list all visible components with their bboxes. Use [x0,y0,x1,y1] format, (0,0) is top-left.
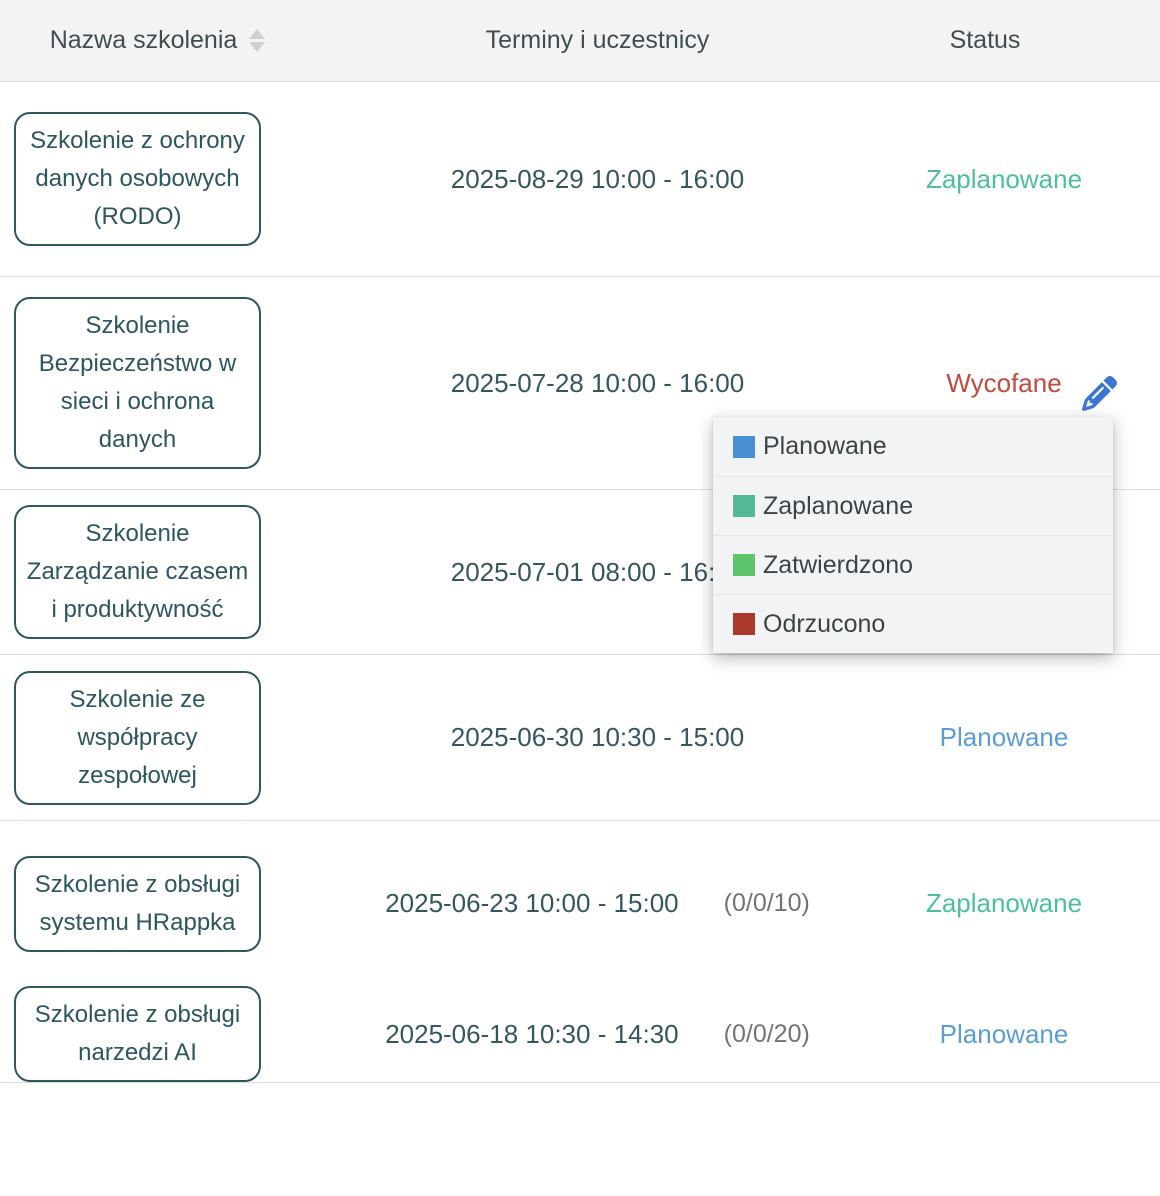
status-color-swatch [733,613,755,635]
pencil-icon [1082,375,1117,411]
status-cell: Planowane [880,722,1160,753]
term-text: 2025-06-23 10:00 - 15:00 [385,888,679,918]
dropdown-item-zaplanowane[interactable]: Zaplanowane [713,476,1113,535]
dropdown-item-planowane[interactable]: Planowane [713,417,1113,476]
training-name-button[interactable]: Szkolenie z obsługi systemu HRappka [14,855,261,952]
term-cell: 2025-06-18 10:30 - 14:30 (0/0/20) [315,1019,880,1050]
trainings-table: Nazwa szkolenia Terminy i uczestnicy Sta… [0,0,1160,1083]
dropdown-item-odrzucono[interactable]: Odrzucono [713,594,1113,653]
training-name-cell: Szkolenie z obsługi narzedzi AI [0,986,315,1082]
status-color-swatch [733,554,755,576]
term-text: 2025-08-29 10:00 - 16:00 [450,163,745,194]
training-name-cell: Szkolenie ze współpracy zespołowej [0,670,315,805]
participants-count: (0/0/10) [723,889,810,917]
edit-status-icon[interactable] [1082,375,1117,411]
term-cell: 2025-07-01 08:00 - 16:00 [315,557,880,588]
column-header-name-label: Nazwa szkolenia [49,26,238,54]
training-name-button[interactable]: Szkolenie z obsługi narzedzi AI [14,986,261,1082]
participants-count: (0/0/20) [723,1019,810,1048]
column-header-status: Status [880,26,1160,55]
sort-asc-icon [249,29,266,39]
status-color-swatch [733,495,755,517]
training-name-button[interactable]: Szkolenie ze współpracy zespołowej [14,670,261,805]
column-header-terms-label: Terminy i uczestnicy [485,26,710,54]
sort-desc-icon [249,42,266,52]
term-cell: 2025-07-28 10:00 - 16:00 [315,368,880,399]
dropdown-item-label: Zaplanowane [763,491,914,520]
status-label[interactable]: Planowane [939,722,1069,752]
training-name-cell: Szkolenie z ochrony danych osobowych (RO… [0,112,315,246]
term-text: 2025-06-30 10:30 - 15:00 [450,722,745,752]
term-text: 2025-07-28 10:00 - 16:00 [450,367,745,398]
table-header: Nazwa szkolenia Terminy i uczestnicy Sta… [0,0,1160,82]
training-name-cell: Szkolenie Bezpieczeństwo w sieci i ochro… [0,297,315,469]
status-cell: Wycofane [880,368,1160,399]
training-name-cell: Szkolenie z obsługi systemu HRappka [0,855,315,952]
status-cell: Planowane [880,1019,1160,1050]
status-cell: Zaplanowane [880,164,1160,195]
dropdown-item-label: Planowane [763,432,887,460]
sort-icon[interactable] [249,29,266,52]
term-text: 2025-07-01 08:00 - 16:00 [450,556,745,587]
dropdown-item-label: Odrzucono [763,609,886,638]
training-name-button[interactable]: Szkolenie Bezpieczeństwo w sieci i ochro… [14,297,261,469]
training-name-cell: Szkolenie Zarządzanie czasem i produktyw… [0,505,315,639]
status-label[interactable]: Zaplanowane [925,888,1083,918]
term-cell: 2025-08-29 10:00 - 16:00 [315,164,880,195]
status-color-swatch [733,435,755,458]
table-row: Szkolenie z obsługi systemu HRappka 2025… [0,821,1160,986]
dropdown-item-label: Zatwierdzono [763,550,914,579]
training-name-button[interactable]: Szkolenie Zarządzanie czasem i produktyw… [14,505,261,639]
table-row: Szkolenie ze współpracy zespołowej 2025-… [0,655,1160,821]
column-header-status-label: Status [949,26,1021,54]
column-header-terms: Terminy i uczestnicy [315,26,880,55]
training-name-button[interactable]: Szkolenie z ochrony danych osobowych (RO… [14,112,261,246]
table-row: Szkolenie Bezpieczeństwo w sieci i ochro… [0,277,1160,490]
term-cell: 2025-06-23 10:00 - 15:00 (0/0/10) [315,888,880,919]
term-text: 2025-06-18 10:30 - 14:30 [385,1018,679,1049]
status-label[interactable]: Zaplanowane [925,163,1083,194]
status-dropdown: Planowane Zaplanowane Zatwierdzono Odrzu… [713,417,1113,653]
status-label[interactable]: Planowane [939,1018,1069,1049]
status-label[interactable]: Wycofane [946,367,1062,398]
table-row: Szkolenie z ochrony danych osobowych (RO… [0,82,1160,277]
status-cell: Zaplanowane [880,888,1160,919]
term-cell: 2025-06-30 10:30 - 15:00 [315,722,880,753]
dropdown-item-zatwierdzono[interactable]: Zatwierdzono [713,535,1113,594]
table-row: Szkolenie z obsługi narzedzi AI 2025-06-… [0,986,1160,1083]
column-header-name[interactable]: Nazwa szkolenia [0,26,315,55]
